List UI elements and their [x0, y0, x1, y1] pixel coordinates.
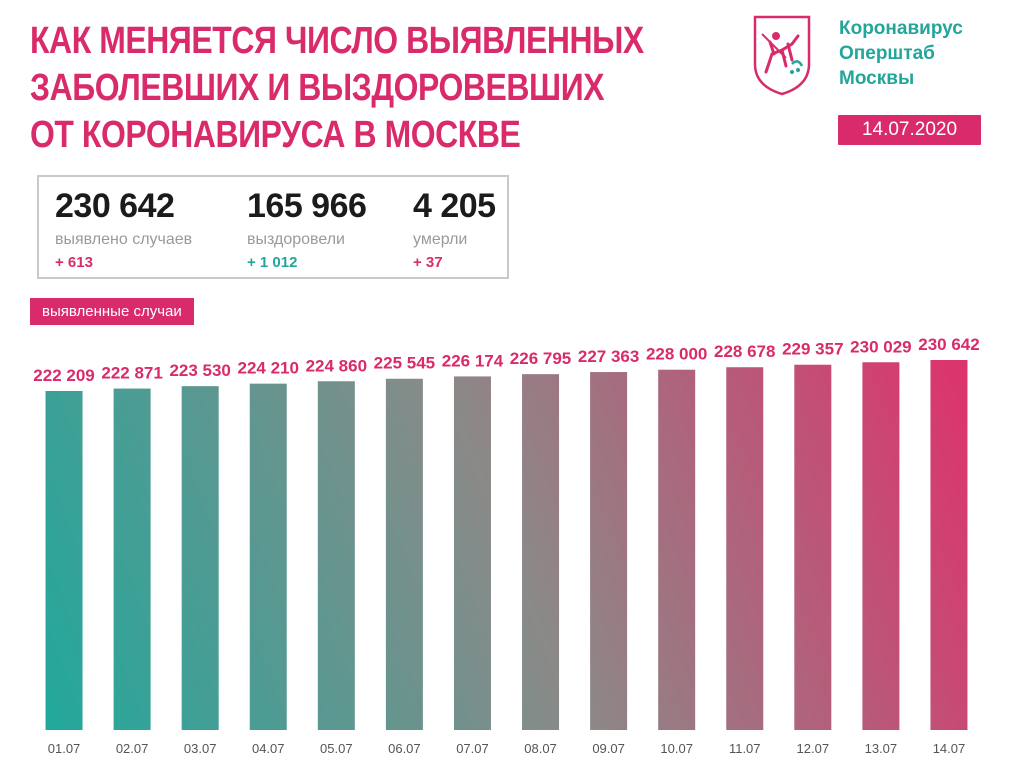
stat-deaths-label: умерли [413, 231, 468, 248]
bar-10.07 [658, 369, 696, 730]
bar-07.07 [453, 376, 491, 730]
stat-recovered-value: 165 966 [247, 187, 367, 225]
bar-12.07 [794, 364, 832, 730]
bar-02.07 [113, 388, 151, 730]
value-label: 227 363 [578, 347, 639, 366]
title-line-1: Как меняется число выявленных [30, 20, 644, 62]
stat-recovered-label: выздоровели [247, 231, 345, 248]
value-label: 226 174 [442, 351, 504, 370]
organization-name: Коронавирус Оперштаб Москвы [839, 16, 963, 91]
category-label: 02.07 [116, 741, 149, 756]
bar-06.07 [385, 378, 423, 730]
bar-11.07 [726, 367, 764, 730]
stat-deaths-value: 4 205 [413, 187, 496, 225]
stat-cases: 230 642 выявлено случаев + 613 [55, 187, 192, 271]
value-label: 224 210 [238, 359, 299, 378]
category-label: 06.07 [388, 741, 421, 756]
category-label: 14.07 [933, 741, 966, 756]
category-labels-group: 01.07 02.07 03.07 04.07 05.07 06.07 07.07 08.07… [48, 741, 965, 756]
value-label: 222 209 [33, 366, 94, 385]
value-label: 230 029 [850, 337, 911, 356]
bar-05.07 [317, 381, 355, 730]
bar-09.07 [590, 372, 628, 730]
category-label: 01.07 [48, 741, 81, 756]
stat-recovered: 165 966 выздоровели + 1 012 [247, 187, 367, 271]
stat-cases-label: выявлено случаев [55, 231, 193, 248]
category-label: 09.07 [592, 741, 625, 756]
category-label: 04.07 [252, 741, 285, 756]
category-label: 03.07 [184, 741, 217, 756]
category-label: 13.07 [865, 741, 898, 756]
stat-recovered-delta: + 1 012 [247, 254, 298, 271]
category-label: 07.07 [456, 741, 489, 756]
moscow-coat-of-arms-icon [753, 15, 811, 96]
bar-03.07 [181, 386, 219, 730]
value-labels-group: 222 209 222 871 223 530 224 210 224 860 225 5… [33, 335, 979, 385]
bars-group [45, 360, 968, 730]
value-label: 225 545 [374, 354, 435, 373]
stats-panel: 230 642 выявлено случаев + 613 165 966 в… [37, 175, 509, 279]
date-badge: 14.07.2020 [838, 115, 981, 145]
bar-14.07 [930, 360, 968, 730]
chart-title: Как меняется число выявленных заболевших… [30, 18, 644, 159]
category-label: 08.07 [524, 741, 557, 756]
value-label: 226 795 [510, 349, 571, 368]
value-label: 230 642 [918, 335, 979, 354]
org-line-2: Оперштаб [839, 43, 935, 64]
bar-04.07 [249, 383, 287, 730]
stat-deaths: 4 205 умерли + 37 [413, 187, 496, 271]
bar-01.07 [45, 391, 83, 730]
value-label: 222 871 [101, 364, 162, 383]
stat-cases-delta: + 613 [55, 254, 93, 271]
title-line-2: заболевших и выздоровевших [30, 67, 605, 109]
section-label: выявленные случаи [30, 298, 194, 325]
bar-08.07 [522, 374, 560, 730]
stat-deaths-delta: + 37 [413, 254, 443, 271]
value-label: 228 000 [646, 345, 707, 364]
category-label: 11.07 [729, 741, 761, 756]
category-label: 10.07 [660, 741, 693, 756]
value-label: 229 357 [782, 340, 843, 359]
org-line-3: Москвы [839, 68, 915, 89]
title-line-3: от коронавируса в Москве [30, 114, 521, 156]
value-label: 224 860 [306, 356, 367, 375]
org-line-1: Коронавирус [839, 18, 963, 39]
category-label: 12.07 [797, 741, 830, 756]
stat-cases-value: 230 642 [55, 187, 175, 225]
bar-13.07 [862, 362, 900, 730]
category-label: 05.07 [320, 741, 353, 756]
value-label: 223 530 [169, 361, 230, 380]
value-label: 228 678 [714, 342, 775, 361]
